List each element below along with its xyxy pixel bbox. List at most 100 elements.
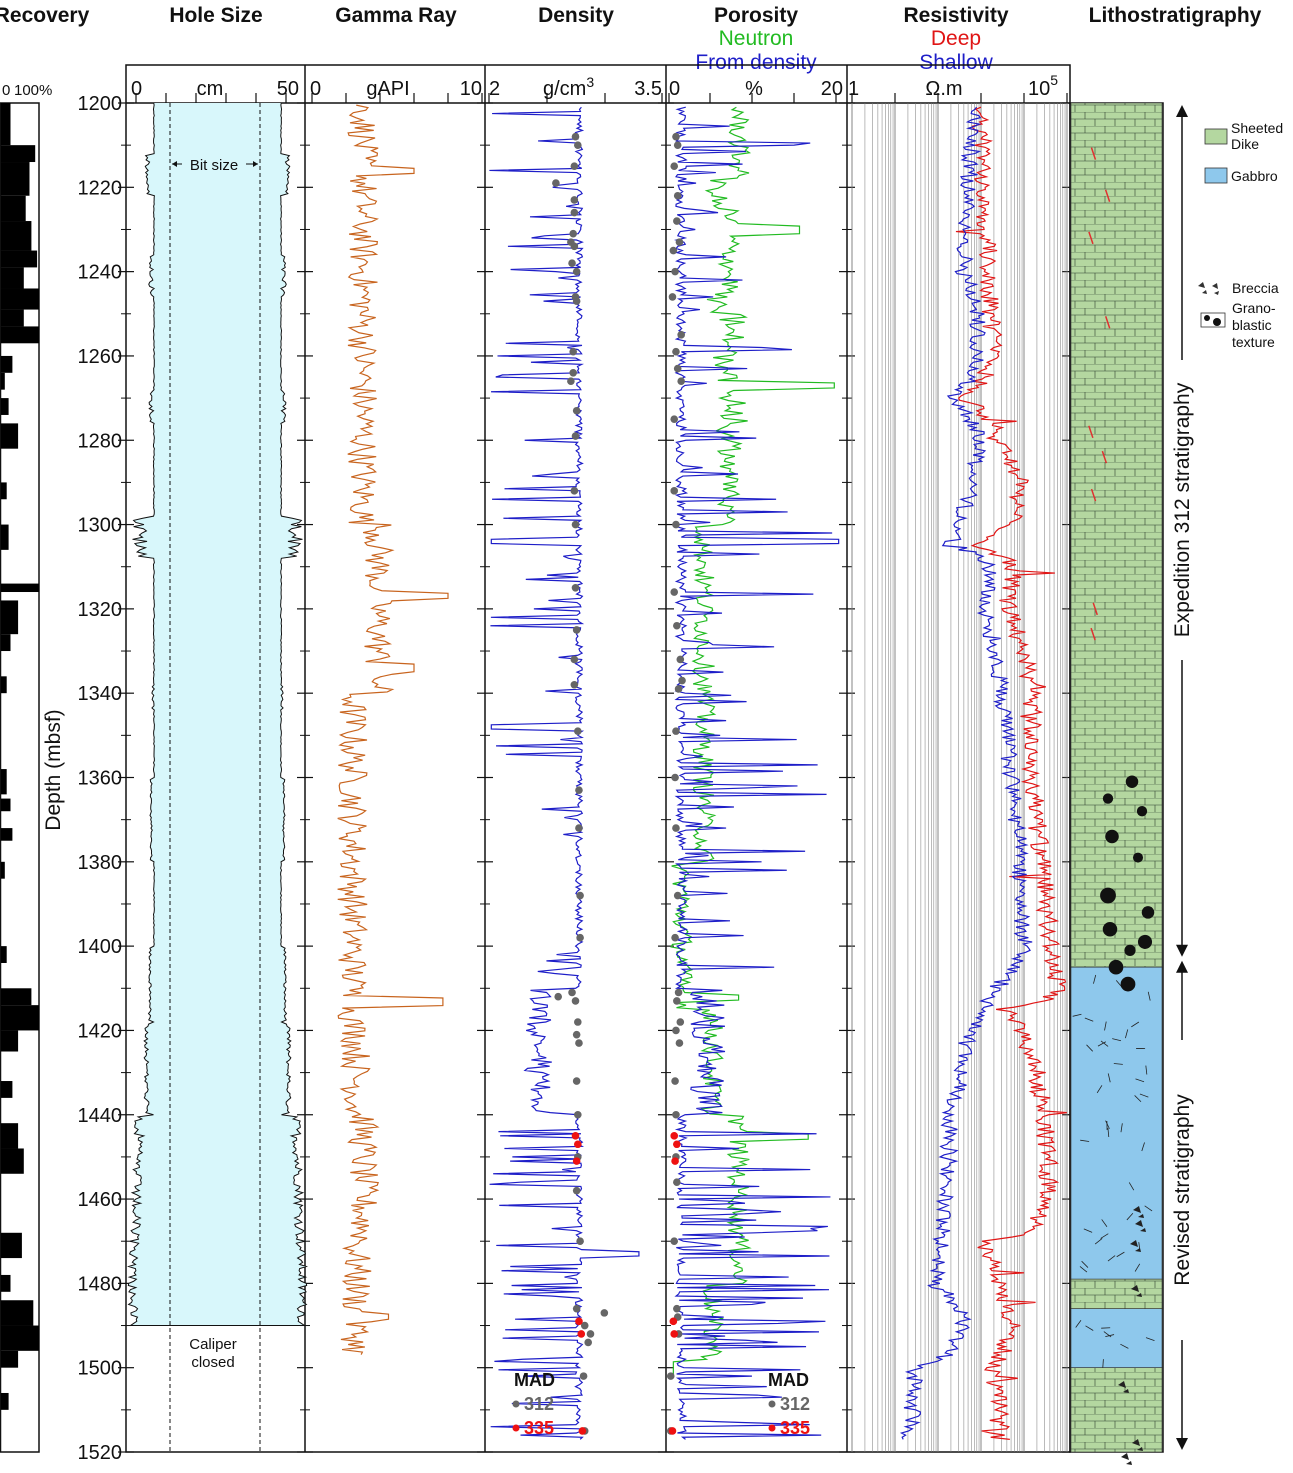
vein-mark: [1101, 450, 1108, 464]
gabbro-texture: [1131, 1021, 1140, 1028]
porosity-title: Porosity: [714, 4, 798, 27]
density-mad-312-point: [568, 259, 576, 267]
gabbro-texture: [1075, 1320, 1082, 1328]
porosity-mad-312-point: [674, 685, 683, 693]
porosity-mad-312-point: [675, 1039, 684, 1047]
depth-label: 1240: [78, 262, 123, 284]
depth-axis-title: Depth (mbsf): [42, 709, 65, 830]
density-mad-312-point: [570, 655, 579, 664]
density-mad-312-point: [574, 141, 582, 149]
granoblastic-mark: [1105, 829, 1119, 844]
porosity-mad-312-point: [672, 1110, 680, 1119]
density-mad-312-point: [576, 1237, 584, 1246]
bracket-arrow-top: [1176, 960, 1188, 973]
gabbro-texture: [1072, 1013, 1082, 1017]
density-mad-312-point: [574, 1110, 582, 1119]
porosity-mad-312-point: [675, 238, 684, 246]
porosity-mad-312-point: [677, 331, 685, 339]
density-mad-312-point: [570, 196, 579, 204]
granoblastic-mark: [1124, 944, 1136, 956]
recovery-bar: [1, 482, 7, 500]
density-mad-335-swatch: [512, 1424, 520, 1432]
porosity-mad-312-point: [672, 520, 680, 529]
vein-mark: [1088, 231, 1094, 245]
gabbro-texture: [1105, 1120, 1110, 1129]
density-mad-312-point: [574, 727, 582, 735]
recovery-bar: [1, 946, 7, 963]
porosity-mad-312-point: [670, 588, 679, 596]
density-mad-312-point: [572, 1186, 581, 1195]
vein-mark: [1090, 488, 1097, 502]
recovery-bar: [1, 372, 5, 390]
density-mad-312-point: [572, 1077, 581, 1085]
gabbro-texture: [1097, 1041, 1107, 1047]
depth-tick-marks: [118, 93, 1070, 1453]
recovery-bar: [1, 1123, 19, 1149]
gabbro-texture: [1084, 1017, 1094, 1022]
density-unit-text: g/cm: [543, 78, 586, 100]
gabbro-texture: [1083, 1228, 1093, 1233]
density-mad-312-point: [570, 487, 579, 495]
porosity-max: 20: [821, 78, 843, 100]
density-mad-335-point: [577, 1330, 586, 1338]
depth-label: 1380: [78, 852, 123, 874]
density-mad-312-point: [579, 1372, 588, 1380]
density-mad-312-point: [576, 933, 584, 942]
porosity-mad-312-point: [678, 676, 686, 685]
porosity-mad-312-label: 312: [780, 1394, 810, 1414]
density-mad-312-point: [554, 992, 562, 1001]
granoblastic-mark: [1120, 976, 1136, 992]
recovery-bar: [1, 103, 11, 146]
gabbro-texture: [1102, 1359, 1104, 1369]
recovery-bar: [1, 1392, 9, 1410]
porosity-mad-312-point: [671, 267, 679, 276]
granoblastic-mark: [1102, 922, 1118, 937]
bracket-arrow-bottom: [1176, 944, 1188, 957]
porosity-mad-312-point: [672, 347, 680, 356]
granoblastic-mark: [1136, 806, 1148, 817]
depth-label: 1340: [78, 683, 123, 705]
density-mad-312-point: [572, 626, 581, 634]
density-mad-312-point: [575, 786, 583, 794]
porosity-mad-312-point: [673, 217, 681, 225]
depth-label: 1220: [78, 177, 123, 199]
gabbro-texture: [1081, 1260, 1089, 1268]
porosity-mad-312-point: [670, 487, 679, 495]
caliper-left: [126, 102, 156, 1326]
density-mad-312-point: [574, 1018, 582, 1026]
density-mad-312-point: [572, 267, 581, 276]
shallow-series-label: Shallow: [919, 51, 993, 74]
recovery-bar: [1, 798, 11, 812]
density-mad-312-point: [552, 179, 560, 187]
porosity-mad-312-point: [674, 988, 683, 997]
density-mad-312-point: [572, 1030, 581, 1039]
density-mad-312-point: [580, 1321, 589, 1330]
porosity-mad-312-point: [671, 1077, 679, 1085]
bracket-arrow-top: [1176, 105, 1188, 117]
density-line: [489, 106, 640, 1440]
density-mad-312-point: [586, 1330, 595, 1338]
depth-label: 1360: [78, 768, 123, 790]
density-mad-335-label: 335: [524, 1418, 554, 1438]
gabbro-texture: [1120, 1343, 1129, 1349]
gabbro-texture: [1145, 1065, 1148, 1075]
density-mad-312-swatch: [512, 1400, 520, 1408]
recovery-bar: [1, 634, 11, 652]
density-mad-312-point: [570, 242, 579, 251]
resistivity-curves: [899, 106, 1067, 1440]
caliper-right: [279, 102, 309, 1326]
porosity-mad-312-point: [677, 377, 685, 386]
porosity-mad-312-point: [672, 1026, 680, 1035]
density-mad-312-point: [571, 997, 580, 1005]
recovery-bar: [1, 861, 5, 879]
porosity-mad-312-point: [673, 364, 682, 373]
gabbro-texture: [1141, 1142, 1145, 1152]
porosity-mad-312-point: [673, 997, 681, 1005]
vein-mark: [1090, 627, 1096, 641]
gabbro-texture: [1085, 1325, 1094, 1331]
recovery-bar: [1, 1030, 19, 1052]
recovery-bar: [1, 162, 30, 196]
density-mad-335-point: [574, 1140, 582, 1149]
porosity-mad-312-point: [673, 1178, 681, 1186]
litho-unit: [1070, 102, 1163, 968]
